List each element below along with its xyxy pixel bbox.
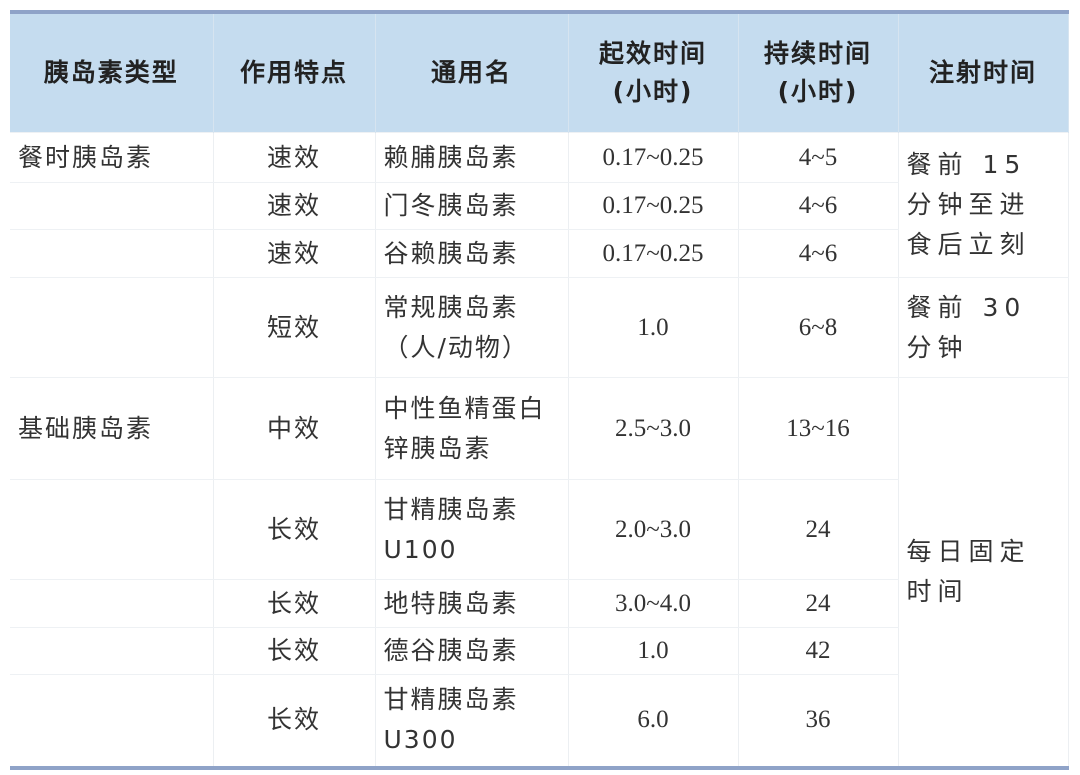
cell-onset: 1.0	[568, 627, 739, 675]
table-row: 基础胰岛素 中效 中性鱼精蛋白锌胰岛素 2.5~3.0 13~16 每日固定时间	[10, 377, 1069, 768]
cell-duration: 4~6	[738, 182, 899, 230]
table-row: 长效 甘精胰岛素 U300 6.0 36	[10, 674, 1068, 768]
cell-type	[10, 229, 214, 278]
header-text: 起效时间	[598, 39, 707, 68]
cell-name: 门冬胰岛素	[375, 182, 569, 230]
cell-feature: 速效	[213, 229, 376, 278]
table-row: 长效 甘精胰岛素 U100 2.0~3.0 24	[10, 479, 1068, 580]
header-injection: 注射时间	[898, 12, 1069, 133]
header-text: 持续时间	[763, 39, 872, 68]
cell-duration: 36	[738, 674, 899, 768]
cell-name: 甘精胰岛素 U300	[375, 674, 569, 768]
header-feature: 作用特点	[213, 12, 376, 133]
cell-onset: 1.0	[568, 277, 739, 378]
cell-onset: 2.0~3.0	[568, 479, 739, 580]
cell-type	[10, 627, 214, 675]
header-duration: 持续时间 (小时)	[738, 12, 899, 133]
cell-feature: 长效	[213, 479, 376, 580]
cell-feature: 速效	[213, 132, 376, 183]
cell-onset: 2.5~3.0	[568, 377, 739, 480]
table-row: 速效 门冬胰岛素 0.17~0.25 4~6	[10, 182, 1068, 230]
cell-type	[10, 182, 214, 230]
cell-name: 地特胰岛素	[375, 579, 569, 628]
cell-feature: 短效	[213, 277, 376, 378]
header-text: 注射时间	[928, 58, 1037, 87]
cell-duration: 24	[738, 579, 899, 628]
cell-type: 餐时胰岛素	[10, 132, 214, 183]
cell-name: 赖脯胰岛素	[375, 132, 569, 183]
cell-duration: 42	[738, 627, 899, 675]
table-row: 短效 常规胰岛素（人/动物） 1.0 6~8 餐前 30 分钟	[10, 277, 1069, 378]
cell-type	[10, 674, 214, 768]
cell-type: 基础胰岛素	[10, 377, 214, 480]
cell-type	[10, 579, 214, 628]
cell-onset: 0.17~0.25	[568, 229, 739, 278]
cell-injection: 餐前 15 分钟至进食后立刻	[898, 132, 1069, 278]
cell-onset: 0.17~0.25	[568, 132, 739, 183]
cell-feature: 长效	[213, 674, 376, 768]
cell-type	[10, 479, 214, 580]
header-onset: 起效时间 (小时)	[568, 12, 739, 133]
cell-name: 常规胰岛素（人/动物）	[375, 277, 569, 378]
header-unit: (小时)	[777, 77, 859, 106]
cell-duration: 24	[738, 479, 899, 580]
header-text: 作用特点	[239, 58, 348, 87]
cell-onset: 3.0~4.0	[568, 579, 739, 628]
cell-injection: 每日固定时间	[898, 377, 1069, 768]
cell-name: 德谷胰岛素	[375, 627, 569, 675]
cell-type	[10, 277, 214, 378]
header-text: 胰岛素类型	[43, 58, 179, 87]
cell-feature: 速效	[213, 182, 376, 230]
cell-name: 甘精胰岛素 U100	[375, 479, 569, 580]
cell-feature: 中效	[213, 377, 376, 480]
table-row: 餐时胰岛素 速效 赖脯胰岛素 0.17~0.25 4~5 餐前 15 分钟至进食…	[10, 132, 1069, 278]
header-text: 通用名	[430, 58, 512, 87]
cell-onset: 6.0	[568, 674, 739, 768]
cell-duration: 6~8	[738, 277, 899, 378]
cell-injection: 餐前 30 分钟	[898, 277, 1069, 378]
header-row: 胰岛素类型 作用特点 通用名 起效时间 (小时) 持续时间 (小时) 注射时间	[10, 12, 1069, 133]
insulin-table: 胰岛素类型 作用特点 通用名 起效时间 (小时) 持续时间 (小时) 注射时间 餐时…	[10, 10, 1069, 770]
cell-duration: 4~5	[738, 132, 899, 183]
table-row: 长效 德谷胰岛素 1.0 42	[10, 627, 1068, 675]
header-type: 胰岛素类型	[10, 12, 214, 133]
table-row: 速效 谷赖胰岛素 0.17~0.25 4~6	[10, 229, 1068, 278]
table-row: 长效 地特胰岛素 3.0~4.0 24	[10, 579, 1068, 628]
cell-feature: 长效	[213, 579, 376, 628]
cell-feature: 长效	[213, 627, 376, 675]
cell-name: 谷赖胰岛素	[375, 229, 569, 278]
header-name: 通用名	[375, 12, 569, 133]
cell-onset: 0.17~0.25	[568, 182, 739, 230]
cell-duration: 4~6	[738, 229, 899, 278]
cell-duration: 13~16	[738, 377, 899, 480]
header-unit: (小时)	[612, 77, 694, 106]
cell-name: 中性鱼精蛋白锌胰岛素	[375, 377, 569, 480]
